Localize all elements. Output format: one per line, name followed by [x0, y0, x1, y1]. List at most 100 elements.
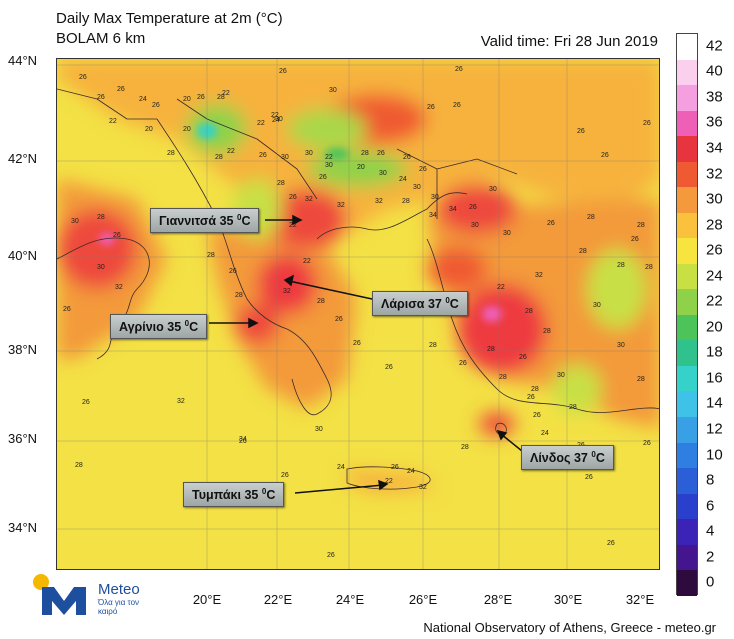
- colorbar-cell: [677, 289, 697, 315]
- temperature-value: 28: [587, 214, 595, 221]
- colorbar-cell: [677, 212, 697, 239]
- temperature-value: 30: [593, 302, 601, 309]
- colorbar-cell: [677, 136, 697, 162]
- temperature-value: 22: [257, 120, 265, 127]
- temperature-value: 26: [533, 412, 541, 419]
- temperature-value: 24: [407, 468, 415, 475]
- temperature-value: 20: [357, 164, 365, 171]
- callout-lindos: Λίνδος 37 0C: [521, 445, 614, 471]
- temperature-value: 28: [361, 150, 369, 157]
- colorbar-label: 18: [706, 343, 723, 361]
- credit-line: National Observatory of Athens, Greece -…: [423, 620, 716, 635]
- lon-label-24: 24°E: [335, 592, 365, 607]
- temperature-value: 30: [305, 150, 313, 157]
- lat-label-34: 34°N: [8, 520, 38, 535]
- logo-brand: Meteo: [98, 581, 140, 598]
- colorbar-label: 36: [706, 113, 723, 131]
- colorbar-cell: [677, 416, 697, 443]
- temperature-value: 26: [385, 364, 393, 371]
- temperature-value: 32: [177, 398, 185, 405]
- colorbar-label: 30: [706, 190, 723, 208]
- colorbar-label: 16: [706, 369, 723, 387]
- temperature-value: 30: [489, 186, 497, 193]
- temperature-value: 26: [281, 472, 289, 479]
- temperature-value: 28: [461, 444, 469, 451]
- temperature-value: 28: [579, 248, 587, 255]
- temperature-value: 22: [289, 222, 297, 229]
- colorbar-cell: [677, 442, 697, 469]
- temperature-value: 22: [271, 112, 279, 119]
- temperature-value: 26: [319, 174, 327, 181]
- colorbar-label: 38: [706, 88, 723, 106]
- temperature-value: 20: [145, 126, 153, 133]
- temperature-value: 28: [277, 180, 285, 187]
- colorbar: [676, 33, 698, 596]
- temperature-value: 26: [197, 94, 205, 101]
- temperature-value: 28: [217, 94, 225, 101]
- temperature-value: 26: [403, 154, 411, 161]
- temperature-value: 26: [453, 102, 461, 109]
- temperature-value: 28: [97, 214, 105, 221]
- colorbar-label: 6: [706, 497, 715, 515]
- temperature-value: 26: [152, 102, 160, 109]
- logo-tagline: Όλα για τον καιρό: [98, 598, 140, 616]
- temperature-value: 32: [283, 288, 291, 295]
- temperature-value: 28: [402, 198, 410, 205]
- model-name: BOLAM 6 km: [56, 30, 146, 47]
- temperature-value: 26: [577, 128, 585, 135]
- temperature-value: 28: [617, 262, 625, 269]
- temperature-value: 28: [75, 462, 83, 469]
- colorbar-label: 12: [706, 420, 723, 438]
- temperature-value: 28: [645, 264, 653, 271]
- temperature-value: 26: [601, 152, 609, 159]
- temperature-value: 20: [183, 126, 191, 133]
- temperature-value: 26: [547, 220, 555, 227]
- colorbar-cell: [677, 468, 697, 494]
- colorbar-cell: [677, 340, 697, 366]
- lat-label-36: 36°N: [8, 431, 38, 446]
- temperature-value: 30: [617, 342, 625, 349]
- colorbar-cell: [677, 570, 697, 596]
- temperature-value: 30: [281, 154, 289, 161]
- temperature-value: 30: [431, 194, 439, 201]
- temperature-value: 32: [375, 198, 383, 205]
- temperature-value: 24: [272, 117, 280, 124]
- colorbar-label: 34: [706, 139, 723, 157]
- temperature-value: 26: [419, 166, 427, 173]
- temperature-value: 26: [643, 120, 651, 127]
- callout-giannitsa: Γιαννιτσά 35 0C: [150, 208, 260, 234]
- temperature-value: 24: [337, 464, 345, 471]
- colorbar-cell: [677, 238, 697, 264]
- temperature-value: 28: [525, 308, 533, 315]
- temperature-value: 30: [557, 372, 565, 379]
- colorbar-cell: [677, 365, 697, 392]
- lon-label-22: 22°E: [263, 592, 293, 607]
- colorbar-cell: [677, 391, 697, 417]
- colorbar-label: 40: [706, 62, 723, 80]
- temperature-value: 30: [379, 170, 387, 177]
- colorbar-label: 20: [706, 318, 723, 336]
- temperature-value: 26: [353, 340, 361, 347]
- temperature-value: 30: [275, 116, 283, 123]
- lon-label-20: 20°E: [192, 592, 222, 607]
- temperature-value: 30: [471, 222, 479, 229]
- temperature-value: 22: [325, 154, 333, 161]
- temperature-value: 28: [569, 404, 577, 411]
- temperature-value: 30: [329, 87, 337, 94]
- colorbar-cell: [677, 187, 697, 213]
- colorbar-label: 32: [706, 165, 723, 182]
- colorbar-cell: [677, 493, 697, 520]
- temperature-value: 26: [469, 204, 477, 211]
- temperature-value: 28: [429, 342, 437, 349]
- temperature-value: 24: [399, 176, 407, 183]
- colorbar-cell: [677, 263, 697, 290]
- temperature-value: 20: [183, 96, 191, 103]
- temperature-value: 34: [449, 206, 457, 213]
- colorbar-label: 42: [706, 37, 723, 55]
- temperature-value: 32: [337, 202, 345, 209]
- colorbar-label: 28: [706, 216, 723, 234]
- temperature-value: 26: [459, 360, 467, 367]
- temperature-value: 28: [317, 298, 325, 305]
